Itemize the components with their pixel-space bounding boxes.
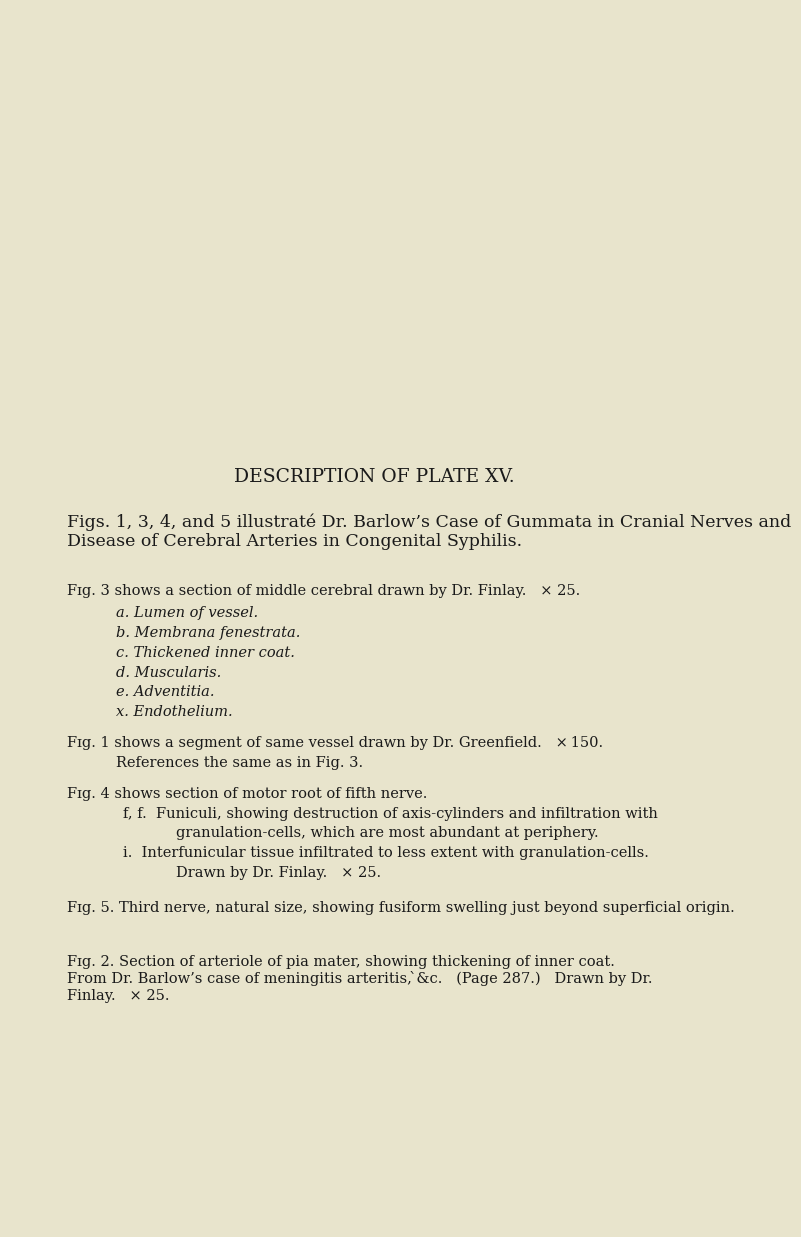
Text: Fɪg. 2. Section of arteriole of pia mater, showing thickening of inner coat.
Fro: Fɪg. 2. Section of arteriole of pia mate… [67,955,653,1002]
Text: Drawn by Dr. Finlay.   × 25.: Drawn by Dr. Finlay. × 25. [176,866,381,880]
Text: DESCRIPTION OF PLATE XV.: DESCRIPTION OF PLATE XV. [234,468,514,486]
Text: b. Membrana fenestrata.: b. Membrana fenestrata. [116,626,300,640]
Text: d. Muscularis.: d. Muscularis. [116,666,221,679]
Text: a. Lumen of vessel.: a. Lumen of vessel. [116,606,258,620]
Text: References the same as in Fig. 3.: References the same as in Fig. 3. [116,756,363,769]
Text: c. Thickened inner coat.: c. Thickened inner coat. [116,646,295,659]
Text: Fɪg. 5. Third nerve, natural size, showing fusiform swelling just beyond superfi: Fɪg. 5. Third nerve, natural size, showi… [67,901,735,914]
Text: granulation-cells, which are most abundant at periphery.: granulation-cells, which are most abunda… [176,826,598,840]
Text: f, f.  Funiculi, showing destruction of axis-cylinders and infiltration with: f, f. Funiculi, showing destruction of a… [123,807,658,820]
Text: Fɪg. 1 shows a segment of same vessel drawn by Dr. Greenfield.   × 150.: Fɪg. 1 shows a segment of same vessel dr… [67,736,603,750]
Text: Fɪg. 4 shows section of motor root of fifth nerve.: Fɪg. 4 shows section of motor root of fi… [67,787,428,800]
Text: Figs. 1, 3, 4, and 5 illustraté Dr. Barlow’s Case of Gummata in Cranial Nerves a: Figs. 1, 3, 4, and 5 illustraté Dr. Barl… [67,513,791,550]
Text: x. Endothelium.: x. Endothelium. [116,705,232,719]
Text: Fɪg. 3 shows a section of middle cerebral drawn by Dr. Finlay.   × 25.: Fɪg. 3 shows a section of middle cerebra… [67,584,581,597]
Text: i.  Interfunicular tissue infiltrated to less extent with granulation-cells.: i. Interfunicular tissue infiltrated to … [123,846,650,860]
Text: e. Adventitia.: e. Adventitia. [116,685,215,699]
